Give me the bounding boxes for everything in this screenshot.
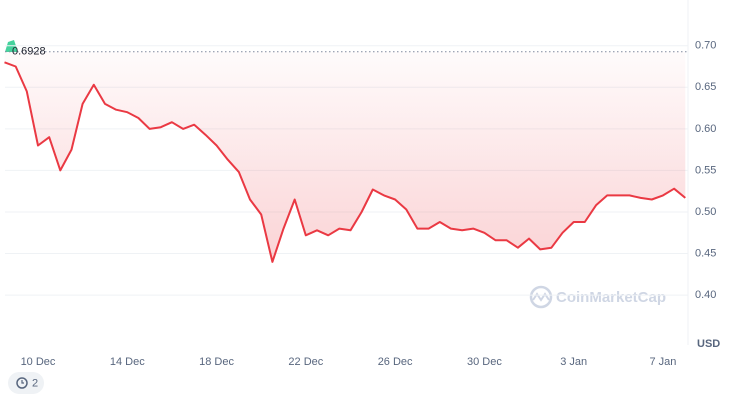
badge[interactable]: 2 bbox=[8, 372, 44, 394]
price-line bbox=[4, 61, 686, 263]
unit-label: USD bbox=[697, 338, 720, 350]
y-tick-label: 0.65 bbox=[695, 81, 716, 93]
x-tick-label: 18 Dec bbox=[199, 356, 234, 368]
y-tick-label: 0.55 bbox=[695, 164, 716, 176]
x-tick-label: 10 Dec bbox=[21, 356, 56, 368]
y-tick-label: 0.50 bbox=[695, 206, 716, 218]
reference-label: 0.6928 bbox=[12, 46, 46, 58]
plot: 0.40 0.45 0.50 0.55 0.60 0.65 0.70 10 Dec 14 Dec… bbox=[4, 40, 716, 368]
x-tick-label: 3 Jan bbox=[560, 356, 587, 368]
x-tick-label: 26 Dec bbox=[378, 356, 413, 368]
y-tick-label: 0.40 bbox=[695, 289, 716, 301]
y-tick-label: 0.45 bbox=[695, 247, 716, 259]
x-tick-label: 14 Dec bbox=[110, 356, 145, 368]
badge-count[interactable]: 2 bbox=[32, 377, 38, 389]
price-area bbox=[4, 51, 686, 262]
x-tick-label: 30 Dec bbox=[467, 356, 502, 368]
x-tick-label: 7 Jan bbox=[649, 356, 676, 368]
x-tick-label: 22 Dec bbox=[288, 356, 323, 368]
y-tick-label: 0.70 bbox=[695, 40, 716, 52]
watermark: CoinMarketCap bbox=[529, 285, 666, 309]
y-tick-label: 0.60 bbox=[695, 123, 716, 135]
watermark-text: CoinMarketCap bbox=[556, 289, 666, 306]
badge-bg[interactable] bbox=[8, 372, 44, 394]
